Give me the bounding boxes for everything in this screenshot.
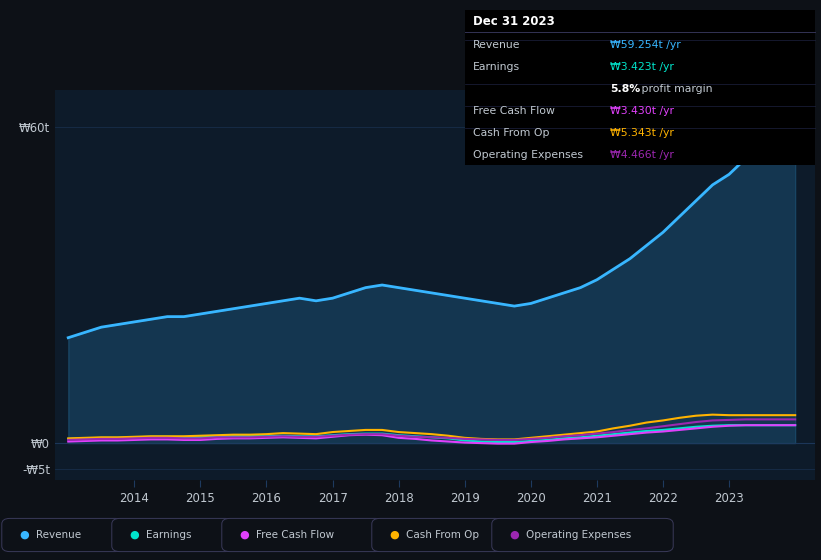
Text: ₩59.254t /yr: ₩59.254t /yr [610,40,681,50]
Text: ₩5.343t /yr: ₩5.343t /yr [610,128,674,138]
Text: ₩3.423t /yr: ₩3.423t /yr [610,62,674,72]
Text: Cash From Op: Cash From Op [473,128,549,138]
Text: ●: ● [129,530,139,540]
Text: ₩4.466t /yr: ₩4.466t /yr [610,150,674,160]
Text: Earnings: Earnings [146,530,191,540]
Text: ●: ● [239,530,249,540]
Text: Operating Expenses: Operating Expenses [473,150,583,160]
Text: ₩3.430t /yr: ₩3.430t /yr [610,106,674,116]
Text: Revenue: Revenue [36,530,81,540]
Text: profit margin: profit margin [638,84,713,94]
Text: Free Cash Flow: Free Cash Flow [256,530,334,540]
Text: Cash From Op: Cash From Op [406,530,479,540]
Text: ●: ● [509,530,519,540]
Text: Dec 31 2023: Dec 31 2023 [473,15,555,28]
Text: ●: ● [19,530,29,540]
Text: 5.8%: 5.8% [610,84,640,94]
Text: Free Cash Flow: Free Cash Flow [473,106,555,116]
Text: Earnings: Earnings [473,62,521,72]
Text: Revenue: Revenue [473,40,521,50]
Text: ●: ● [389,530,399,540]
Text: Operating Expenses: Operating Expenses [526,530,631,540]
